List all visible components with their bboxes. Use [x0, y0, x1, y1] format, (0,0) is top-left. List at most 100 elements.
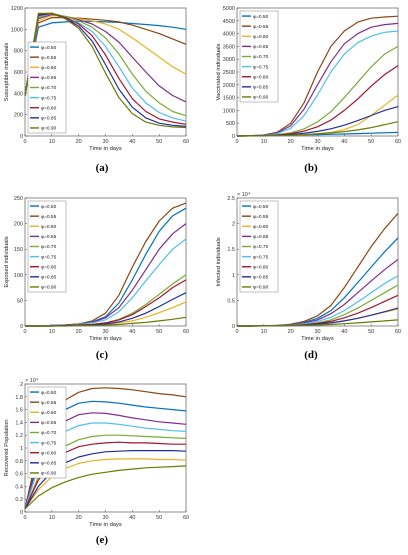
legend: φ=0.50 φ=0.55 φ=0.60 φ=0.65 φ=0.70 φ=0.75 φ=0.…	[239, 10, 279, 103]
y-tick-label: 150	[14, 247, 23, 253]
y-tick-label: 1.2	[15, 433, 23, 439]
x-tick-label: 0	[23, 139, 26, 145]
legend-entry: φ=0.70	[41, 85, 57, 91]
x-tick-label: 20	[288, 329, 294, 335]
y-tick-label: 3500	[223, 44, 235, 50]
y-tick-label: 0.6	[15, 472, 23, 478]
x-axis-label: Time in days	[301, 336, 334, 342]
x-tick-label: 60	[395, 329, 401, 335]
panel-a: (a) 0 10 20 30 40 50 60020040060080010001200Ti…	[4, 6, 189, 174]
legend-entry: φ=0.65	[41, 75, 57, 81]
x-tick-label: 60	[183, 139, 189, 145]
legend-entry: φ=0.85	[253, 85, 269, 91]
y-tick-label: 2.5	[227, 196, 235, 202]
panel-a-caption: (a)	[96, 162, 109, 174]
y-tick-label: 50	[17, 298, 23, 304]
x-tick-label: 20	[76, 139, 82, 145]
series-line	[24, 465, 187, 510]
series-line	[24, 12, 187, 129]
legend-entry: φ=0.75	[253, 254, 269, 260]
legend-entry: φ=0.65	[41, 234, 57, 240]
y-tick-label: 1	[232, 273, 235, 279]
y-tick-label: 600	[14, 70, 23, 76]
series-line	[24, 14, 187, 96]
x-tick-label: 60	[183, 329, 189, 335]
x-tick-label: 10	[49, 515, 55, 521]
legend-entry: φ=0.75	[253, 64, 269, 70]
y-tick-label: 1.6	[15, 408, 23, 414]
y-tick-label: 0	[232, 134, 235, 140]
legend-entry: φ=0.60	[253, 224, 269, 230]
y-tick-label: 3000	[223, 57, 235, 63]
y-axis-label: Susceptible individuals	[4, 43, 10, 102]
y-axis-label: Exposed individuals	[4, 236, 10, 287]
legend-entry: φ=0.55	[41, 55, 57, 61]
y-tick-label: 0	[20, 134, 23, 140]
panel-b: (b) 0 10 20 30 40 50 60 0 500 1000 1500 2000 2500 300…	[216, 6, 401, 174]
x-tick-label: 40	[129, 139, 135, 145]
x-tick-label: 60	[183, 515, 189, 521]
legend-entry: φ=0.65	[253, 44, 269, 50]
y-tick-label: 1	[20, 446, 23, 452]
y-axis-label: Vaccinated individuals	[216, 43, 222, 100]
x-axis-label: Time in days	[301, 146, 334, 152]
legend-entry: φ=0.90	[41, 285, 57, 291]
legend-entry: φ=0.85	[41, 461, 57, 467]
legend-entry: φ=0.75	[41, 254, 57, 260]
y-tick-label: 4500	[223, 19, 235, 25]
x-tick-label: 0	[235, 139, 238, 145]
x-tick-label: 20	[76, 329, 82, 335]
x-tick-label: 10	[261, 139, 267, 145]
y-axis-exponent: × 10⁴	[237, 191, 251, 198]
x-tick-label: 50	[156, 329, 162, 335]
legend-entry: φ=0.90	[41, 471, 57, 477]
x-tick-label: 40	[129, 329, 135, 335]
legend-entry: φ=0.90	[253, 95, 269, 101]
x-tick-label: 30	[314, 139, 320, 145]
x-axis-label: Time in days	[89, 522, 122, 528]
x-tick-label: 40	[129, 515, 135, 521]
legend-entry: φ=0.80	[41, 450, 57, 456]
x-tick-label: 30	[102, 329, 108, 335]
y-tick-label: 100	[14, 273, 23, 279]
y-tick-label: 0	[232, 324, 235, 330]
x-tick-label: 40	[341, 139, 347, 145]
legend-entry: φ=0.50	[41, 204, 57, 210]
legend-entry: φ=0.85	[41, 275, 57, 281]
legend-entry: φ=0.50	[253, 14, 269, 20]
legend: φ=0.50 φ=0.55 φ=0.60 φ=0.65 φ=0.70 φ=0.75 φ=0.…	[27, 200, 67, 293]
x-tick-label: 10	[49, 329, 55, 335]
y-tick-label: 200	[14, 113, 23, 119]
panel-b-caption: (b)	[304, 162, 318, 174]
legend-entry: φ=0.50	[41, 390, 57, 396]
x-tick-label: 30	[314, 329, 320, 335]
legend-entry: φ=0.55	[253, 214, 269, 220]
legend-entry: φ=0.90	[253, 285, 269, 291]
legend-entry: φ=0.75	[41, 95, 57, 101]
y-tick-label: 1000	[223, 108, 235, 114]
y-tick-label: 1200	[11, 6, 23, 12]
series-line	[24, 17, 187, 96]
legend-entry: φ=0.60	[41, 224, 57, 230]
y-tick-label: 1.4	[15, 420, 23, 426]
y-tick-label: 1500	[223, 96, 235, 102]
legend: φ=0.50 φ=0.55 φ=0.60 φ=0.65 φ=0.70 φ=0.75 φ=0.…	[239, 200, 279, 293]
y-tick-label: 250	[14, 196, 23, 202]
y-tick-label: 500	[226, 121, 235, 127]
legend-entry: φ=0.70	[41, 244, 57, 250]
legend-entry: φ=0.75	[41, 440, 57, 446]
series-line	[25, 316, 187, 327]
x-axis-label: Time in days	[89, 146, 122, 152]
series-line	[237, 319, 399, 327]
y-axis-label: Infected individuals	[216, 237, 222, 286]
legend-entry: φ=0.60	[41, 65, 57, 71]
legend-entry: φ=0.60	[41, 410, 57, 416]
x-tick-label: 10	[49, 139, 55, 145]
x-tick-label: 50	[156, 515, 162, 521]
legend-entry: φ=0.80	[253, 74, 269, 80]
legend-entry: φ=0.80	[253, 264, 269, 270]
y-axis-label: Recovered Population	[4, 419, 10, 476]
legend-entry: φ=0.80	[41, 264, 57, 270]
